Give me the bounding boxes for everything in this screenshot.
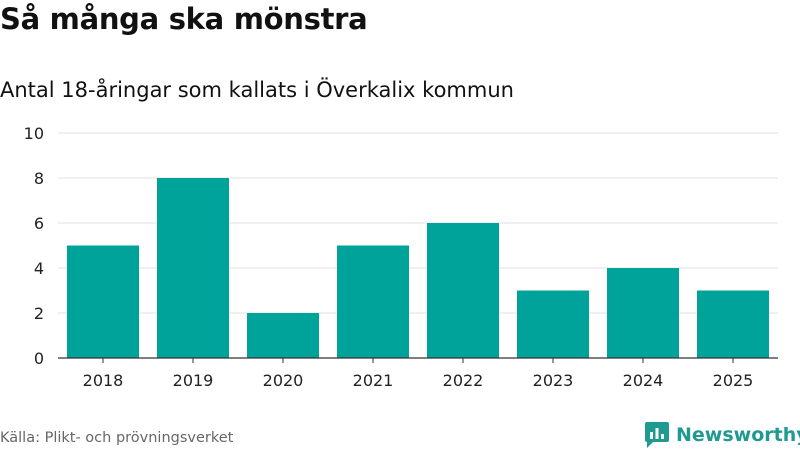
x-tick-label: 2022 xyxy=(443,371,484,390)
brand-name: Newsworthy xyxy=(676,424,800,446)
x-tick-label: 2021 xyxy=(353,371,394,390)
y-tick-label: 10 xyxy=(24,124,44,143)
y-tick-label: 8 xyxy=(34,169,44,188)
y-tick-label: 0 xyxy=(34,349,44,368)
source-note: Källa: Plikt- och prövningsverket xyxy=(0,430,234,446)
bar-2022 xyxy=(427,223,499,358)
y-tick-label: 4 xyxy=(34,259,44,278)
x-axis-ticks: 2018 2019 2020 2021 2022 2023 2024 2025 xyxy=(83,358,754,390)
bar-2024 xyxy=(607,268,679,358)
chart-subtitle: Antal 18-åringar som kallats i Överkalix… xyxy=(0,78,514,102)
bar-2020 xyxy=(247,313,319,358)
x-tick-label: 2018 xyxy=(83,371,124,390)
x-tick-label: 2024 xyxy=(623,371,664,390)
y-tick-label: 2 xyxy=(34,304,44,323)
x-tick-label: 2019 xyxy=(173,371,214,390)
bar-2023 xyxy=(517,290,589,358)
chart-title: Så många ska mönstra xyxy=(0,2,368,36)
x-tick-label: 2025 xyxy=(713,371,754,390)
bars xyxy=(67,178,769,358)
newsworthy-logo-icon xyxy=(645,422,669,448)
bar-2021 xyxy=(337,245,409,358)
brand-logo: Newsworthy xyxy=(644,421,800,449)
x-tick-label: 2020 xyxy=(263,371,304,390)
bar-2025 xyxy=(697,290,769,358)
y-tick-label: 6 xyxy=(34,214,44,233)
bar-2018 xyxy=(67,245,139,358)
x-tick-label: 2023 xyxy=(533,371,574,390)
y-axis-ticks: 0 2 4 6 8 10 xyxy=(24,124,44,368)
bar-2019 xyxy=(157,178,229,358)
